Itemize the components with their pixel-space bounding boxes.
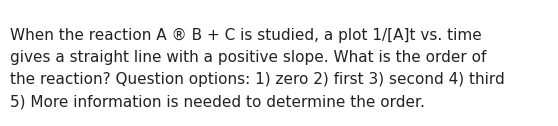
- Text: When the reaction A ® B + C is studied, a plot 1/[A]t vs. time
gives a straight : When the reaction A ® B + C is studied, …: [10, 28, 505, 109]
